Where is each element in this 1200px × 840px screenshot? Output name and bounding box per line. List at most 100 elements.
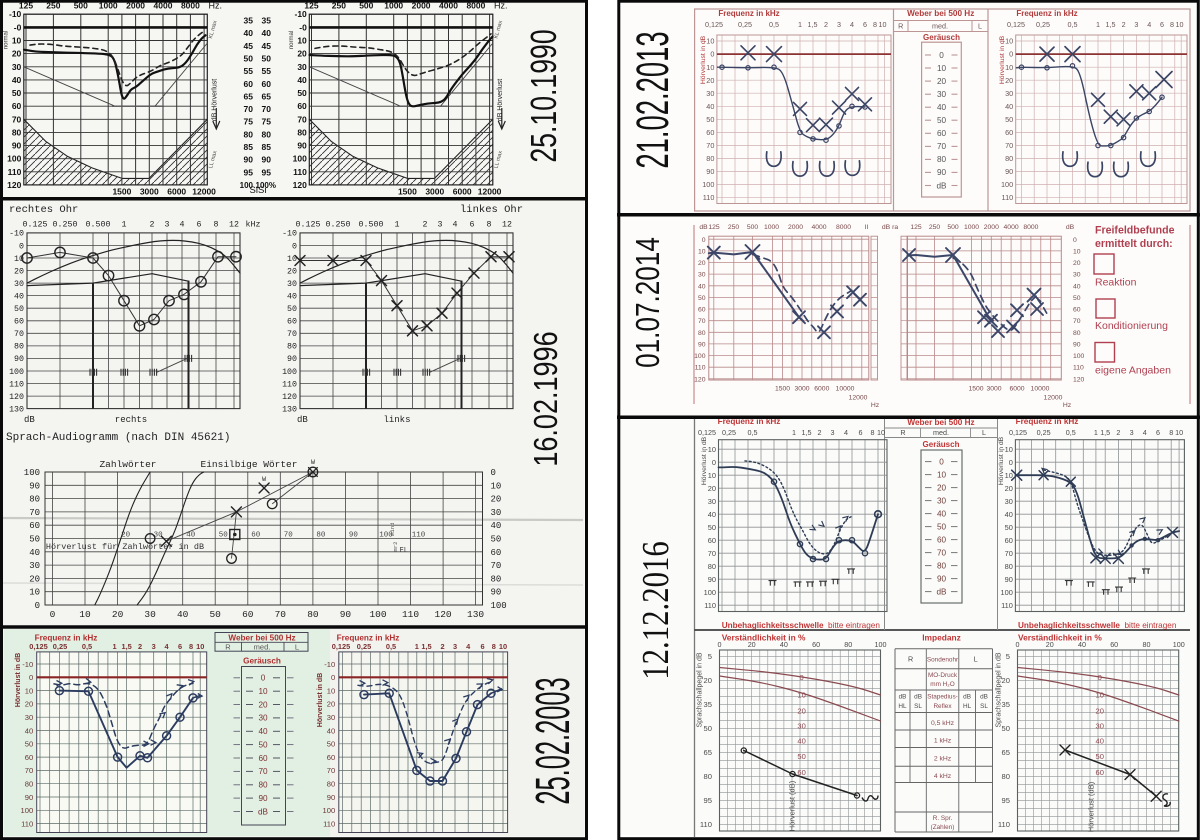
- svg-text:80: 80: [1143, 640, 1151, 649]
- svg-text:dB: dB: [963, 694, 971, 701]
- svg-text:med.: med.: [932, 22, 948, 31]
- svg-text:0,125: 0,125: [705, 20, 723, 29]
- svg-text:30: 30: [797, 721, 805, 730]
- svg-text:20: 20: [14, 267, 24, 276]
- svg-text:30: 30: [12, 62, 22, 72]
- svg-text:20: 20: [1046, 640, 1054, 649]
- svg-text:130: 130: [9, 405, 24, 414]
- svg-text:R. Spr.: R. Spr.: [933, 815, 953, 822]
- svg-text:70: 70: [275, 609, 287, 620]
- svg-text:1: 1: [112, 642, 116, 651]
- svg-text:10: 10: [499, 642, 507, 651]
- svg-text:-10: -10: [324, 660, 335, 669]
- svg-text:80: 80: [704, 772, 712, 781]
- svg-text:Frequenz in kHz: Frequenz in kHz: [35, 634, 98, 643]
- svg-text:90: 90: [1073, 341, 1081, 348]
- svg-text:80: 80: [297, 127, 307, 137]
- svg-text:60: 60: [491, 548, 502, 558]
- svg-text:10: 10: [937, 64, 947, 73]
- svg-text:Hz.: Hz.: [209, 1, 223, 11]
- svg-text:50: 50: [258, 740, 268, 749]
- svg-text:100: 100: [702, 180, 714, 189]
- svg-text:50: 50: [1005, 115, 1013, 124]
- svg-text:40: 40: [327, 726, 335, 735]
- svg-text:40: 40: [937, 103, 947, 112]
- svg-text:100: 100: [1073, 353, 1085, 360]
- svg-text:eigene Angaben: eigene Angaben: [1095, 365, 1171, 377]
- svg-text:55: 55: [244, 66, 254, 76]
- svg-text:110: 110: [700, 820, 712, 829]
- svg-text:0: 0: [710, 50, 714, 59]
- svg-text:1: 1: [395, 221, 400, 230]
- svg-text:normal: normal: [289, 31, 295, 49]
- svg-text:90: 90: [244, 155, 254, 165]
- svg-text:2000: 2000: [412, 1, 431, 11]
- svg-text:95: 95: [1002, 796, 1010, 805]
- svg-text:1000: 1000: [964, 224, 979, 231]
- svg-text:65: 65: [704, 748, 712, 757]
- svg-text:40: 40: [14, 292, 24, 301]
- svg-text:Sprachschallpegel in dB: Sprachschallpegel in dB: [996, 652, 1003, 727]
- svg-text:Verständlichkeit in %: Verständlichkeit in %: [722, 633, 806, 643]
- svg-text:0.250: 0.250: [326, 221, 351, 230]
- svg-text:50: 50: [327, 740, 335, 749]
- svg-text:90: 90: [937, 168, 947, 177]
- svg-text:kHz: kHz: [246, 220, 261, 230]
- svg-text:20: 20: [25, 700, 33, 709]
- svg-text:110: 110: [282, 380, 297, 389]
- svg-text:dB: dB: [899, 694, 907, 701]
- svg-text:0: 0: [939, 51, 944, 60]
- svg-text:0,5: 0,5: [748, 428, 758, 437]
- svg-text:4: 4: [466, 642, 471, 651]
- svg-text:0: 0: [29, 673, 33, 682]
- svg-text:dB: dB: [980, 694, 988, 701]
- svg-text:dB: dB: [914, 694, 922, 701]
- svg-text:80: 80: [316, 532, 326, 540]
- svg-text:40: 40: [491, 521, 502, 531]
- svg-text:90: 90: [698, 341, 706, 348]
- svg-text:40: 40: [262, 28, 272, 38]
- svg-text:Verständlichkeit in %: Verständlichkeit in %: [1018, 633, 1102, 643]
- svg-text:10: 10: [29, 588, 40, 598]
- svg-text:Hz: Hz: [871, 402, 880, 409]
- svg-text:8000: 8000: [181, 1, 200, 11]
- svg-text:70: 70: [1005, 141, 1013, 150]
- svg-text:4000: 4000: [439, 1, 458, 11]
- svg-text:20: 20: [327, 700, 335, 709]
- svg-text:10: 10: [196, 642, 204, 651]
- svg-text:70: 70: [706, 141, 714, 150]
- svg-text:0,5 kHz: 0,5 kHz: [931, 720, 955, 727]
- svg-text:30: 30: [491, 508, 502, 518]
- svg-text:0: 0: [1009, 50, 1013, 59]
- svg-text:40: 40: [937, 509, 947, 518]
- svg-text:40: 40: [177, 609, 189, 620]
- svg-text:20: 20: [297, 49, 307, 59]
- svg-text:4: 4: [850, 20, 854, 29]
- svg-text:40: 40: [708, 510, 716, 519]
- svg-text:110: 110: [703, 193, 715, 202]
- svg-text:dB: dB: [24, 415, 35, 425]
- svg-text:0,125: 0,125: [332, 642, 351, 651]
- svg-text:110: 110: [323, 819, 335, 828]
- svg-text:dB: dB: [297, 415, 308, 425]
- svg-text:50: 50: [209, 609, 221, 620]
- svg-text:1,5: 1,5: [421, 642, 431, 651]
- svg-text:Frequenz in kHz: Frequenz in kHz: [718, 9, 779, 18]
- svg-text:Weber bei 500 Hz: Weber bei 500 Hz: [228, 634, 295, 643]
- svg-text:40: 40: [244, 28, 254, 38]
- svg-text:1500: 1500: [398, 187, 417, 197]
- svg-text:30: 30: [25, 713, 33, 722]
- svg-text:120: 120: [9, 393, 24, 402]
- svg-text:0,5: 0,5: [386, 642, 396, 651]
- svg-text:95: 95: [262, 167, 272, 177]
- svg-text:70: 70: [262, 104, 272, 114]
- svg-text:Konditionierung: Konditionierung: [1095, 320, 1168, 332]
- svg-text:10: 10: [297, 36, 307, 46]
- svg-text:60: 60: [1110, 640, 1118, 649]
- svg-text:0,25: 0,25: [357, 642, 371, 651]
- svg-text:125: 125: [304, 1, 318, 11]
- svg-text:1,5: 1,5: [808, 20, 818, 29]
- svg-text:90: 90: [25, 793, 33, 802]
- svg-text:20: 20: [708, 484, 716, 493]
- svg-text:10: 10: [327, 686, 335, 695]
